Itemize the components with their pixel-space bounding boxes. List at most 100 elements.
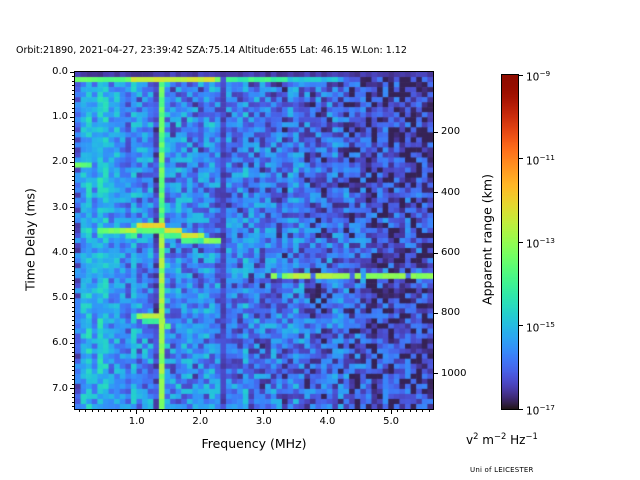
x-minor-tick [307,410,309,412]
y-minor-tick [72,134,74,136]
x-minor-tick [371,410,373,412]
y2-tick-label: 200 [441,126,461,138]
y-minor-tick [72,202,74,204]
x-minor-tick [167,410,169,412]
y2-major-tick [434,373,438,375]
x-minor-tick [244,410,246,412]
y-minor-tick [72,383,74,385]
x-minor-tick [123,410,125,412]
y-minor-tick [72,143,74,145]
exponent: 2 [473,431,479,441]
x-minor-tick [384,410,386,412]
colorbar-border [501,74,519,410]
y-major-tick [70,388,74,390]
x-minor-tick [206,410,208,412]
x-minor-tick [409,410,411,412]
y-minor-tick [72,98,74,100]
figure-title: Orbit:21890, 2021-04-27, 23:39:42 SZA:75… [16,45,407,56]
x-major-tick [263,410,265,414]
y-minor-tick [72,94,74,96]
x-tick-label: 3.0 [255,416,272,427]
y-minor-tick [72,261,74,263]
y-minor-tick [72,324,74,326]
x-minor-tick [237,410,239,412]
y-tick-label: 0.0 [52,66,68,77]
y-minor-tick [72,406,74,408]
y2-tick-label: 600 [441,247,461,259]
y-minor-tick [72,306,74,308]
y-minor-tick [72,379,74,381]
y-major-tick [70,252,74,254]
y-minor-tick [72,198,74,200]
colorbar [502,75,518,409]
y-minor-tick [72,302,74,304]
y-minor-tick [72,193,74,195]
y-minor-tick [72,211,74,213]
x-minor-tick [212,410,214,412]
y-minor-tick [72,121,74,123]
y-minor-tick [72,225,74,227]
y-minor-tick [72,374,74,376]
y-minor-tick [72,175,74,177]
x-minor-tick [91,410,93,412]
y-minor-tick [72,329,74,331]
x-minor-tick [231,410,233,412]
colorbar-tick-label: 10−17 [526,403,555,418]
x-major-tick [136,410,138,414]
y-minor-tick [72,333,74,335]
y-minor-tick [72,112,74,114]
x-minor-tick [218,410,220,412]
x-minor-tick [85,410,87,412]
y-minor-tick [72,157,74,159]
x-major-tick [326,410,328,414]
colorbar-tick-label: 10−13 [526,236,555,251]
x-minor-tick [78,410,80,412]
plot-border [74,71,434,410]
exponent: −9 [539,69,551,78]
y-minor-tick [72,361,74,362]
x-minor-tick [142,410,144,412]
x-minor-tick [225,410,227,412]
y-minor-tick [72,315,74,317]
x-tick-label: 1.0 [128,416,145,427]
x-minor-tick [104,410,106,412]
y2-tick-label: 800 [441,307,461,319]
x-minor-tick [333,410,335,412]
colorbar-tick [519,241,523,243]
y-major-tick [70,71,74,73]
y-major-tick [70,297,74,299]
y-minor-tick [72,401,74,403]
y-minor-tick [72,238,74,240]
y-major-tick [70,207,74,209]
y-minor-tick [72,189,74,191]
x-major-tick [390,410,392,414]
y-minor-tick [72,125,74,127]
exponent: −13 [539,236,555,245]
colorbar-tick [519,158,523,159]
y-minor-tick [72,103,74,105]
y-tick-label: 5.0 [52,292,68,304]
y-minor-tick [72,216,74,218]
y2-major-tick [434,192,438,194]
y-minor-tick [72,293,74,295]
x-tick-label: 4.0 [319,416,336,427]
x-minor-tick [415,410,417,412]
x-minor-tick [352,410,354,412]
colorbar-unit-label: v2 m−2 Hz−1 [466,431,538,447]
x-minor-tick [377,410,379,412]
y-minor-tick [72,288,74,290]
y-major-tick [70,161,74,163]
x-minor-tick [339,410,341,412]
y-minor-tick [72,284,74,286]
x-minor-tick [346,410,348,412]
y-minor-tick [72,243,74,245]
x-minor-tick [180,410,182,412]
y-minor-tick [72,80,74,82]
colorbar-tick [519,408,523,410]
x-minor-tick [98,410,100,412]
colorbar-tick-label: 10−11 [526,152,555,168]
y-minor-tick [72,347,74,349]
y-minor-tick [72,166,74,168]
y-minor-tick [72,311,74,313]
